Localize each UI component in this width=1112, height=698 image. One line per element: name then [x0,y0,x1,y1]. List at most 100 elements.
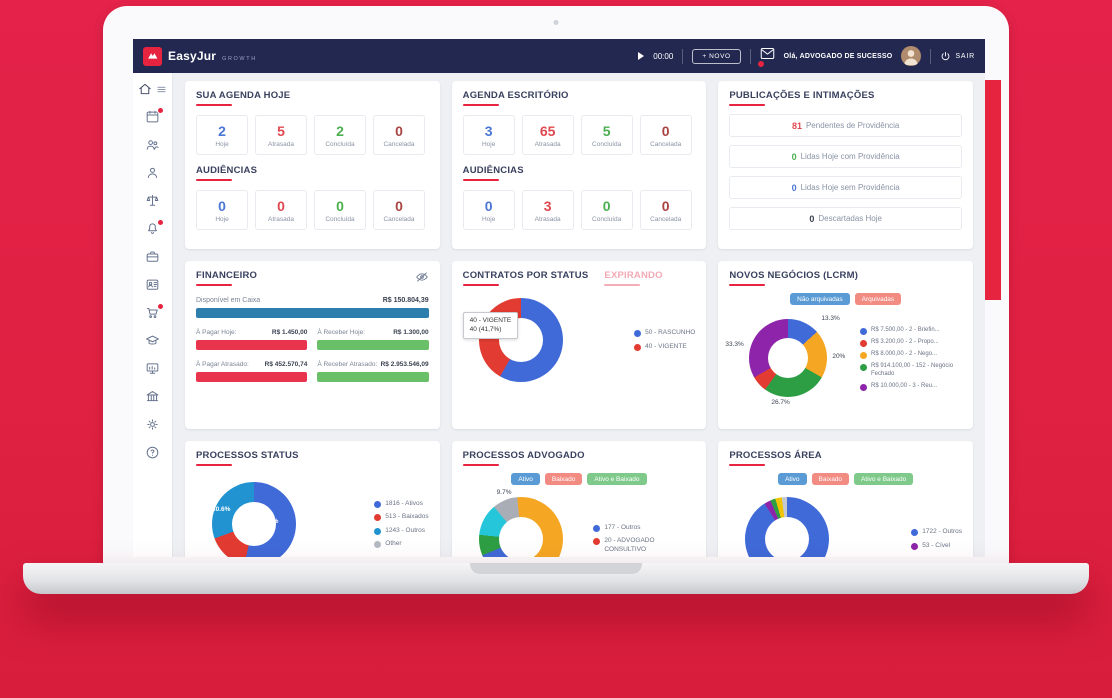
new-button[interactable]: + NOVO [692,48,741,64]
filter-baixado[interactable]: Baixado [811,473,850,485]
legend-label: Other [385,539,402,547]
stat-hoje[interactable]: 3 Hoje [462,115,515,155]
divider [682,48,684,64]
stat-cancelada[interactable]: 0 Cancelada [639,190,692,230]
stat-atrasada[interactable]: 5 Atrasada [255,115,307,155]
pub-row-descartadas[interactable]: 0 Descartadas Hoje [729,207,962,230]
notification-badge [756,60,765,68]
processos-advogado-donut-chart[interactable] [478,497,563,557]
card-processos-advogado: PROCESSOS ADVOGADO Ativo Baixado Ativo e… [451,441,707,557]
sidebar-item-ajuda[interactable] [145,445,160,460]
stat-concluida[interactable]: 0 Concluída [314,190,366,230]
sidebar-item-agenda[interactable] [145,107,164,124]
filter-nao-arquivadas[interactable]: Não arquivadas [790,293,850,305]
legend-dot [911,529,919,537]
stat-concluida[interactable]: 5 Concluída [580,115,633,155]
sidebar-item-alertas[interactable] [145,219,164,236]
sidebar-item-clientes[interactable] [145,165,160,180]
filter-ativo-baixado[interactable]: Ativo e Baixado [854,473,914,485]
tab-expirando[interactable]: EXPIRANDO [604,270,662,286]
card-title: PROCESSOS ÁREA [729,450,822,461]
stat-label: Hoje [481,140,496,148]
brand-name: EasyJur [168,49,217,63]
play-timer-button[interactable] [638,52,645,60]
stat-value: 0 [277,197,285,214]
stat-hoje[interactable]: 0 Hoje [462,190,515,230]
stat-concluida[interactable]: 2 Concluída [314,115,366,155]
stat-atrasada[interactable]: 65 Atrasada [521,115,574,155]
pub-row-lidas-com[interactable]: 0 Lidas Hoje com Providência [729,145,962,168]
processos-status-donut-chart[interactable] [212,482,296,557]
legend-dot [860,328,867,336]
stat-label: Atrasada [534,215,561,223]
stat-label: Concluída [592,215,622,223]
legend-item: 1816 - Ativos [374,500,428,508]
filter-ativo[interactable]: Ativo [778,473,807,485]
navbar-right-group: 00:00 + NOVO Olá, ADVOGADO DE SUCESSO [638,46,975,68]
legend-dot [374,514,382,522]
sidebar-item-tribunais[interactable] [145,389,160,404]
novos-chart-body: 13.3% 20% 26.7% 33.3% R$ 7.500,00 - 2 - … [725,309,962,409]
legend-label: 1722 - Outros [922,528,962,536]
avatar[interactable] [901,46,922,66]
scrollbar-thumb[interactable] [985,80,1001,300]
pub-row-lidas-sem[interactable]: 0 Lidas Hoje sem Providência [729,176,962,199]
sidebar-item-configuracoes[interactable] [145,417,160,432]
legend-dot [374,540,382,548]
processos-area-donut-chart[interactable] [745,497,830,557]
audiencias-stats: 0 Hoje 3 Atrasada 0 Concluída 0 [462,190,696,230]
divider [930,48,932,64]
logout-button[interactable]: SAIR [940,51,975,62]
legend-label: 50 - RASCUNHO [645,329,696,337]
filter-ativo-baixado[interactable]: Ativo e Baixado [587,473,647,485]
receber-atrasado-bar [317,372,429,382]
filter-ativo[interactable]: Ativo [511,473,540,485]
sidebar-item-academia[interactable] [145,333,160,348]
filter-baixado[interactable]: Baixado [544,473,583,485]
donut-hole [498,517,543,557]
pagar-hoje-bar [196,340,308,350]
filter-arquivadas[interactable]: Arquivadas [854,293,902,305]
card-title: PUBLICAÇÕES E INTIMAÇÕES [729,90,875,101]
sidebar-item-processos[interactable] [145,193,160,208]
toggle-values-visibility-button[interactable] [415,270,429,284]
stat-atrasada[interactable]: 0 Atrasada [255,190,307,230]
receber-hoje-bar [317,340,429,350]
stat-hoje[interactable]: 0 Hoje [196,190,248,230]
user-greeting: Olá, ADVOGADO DE SUCESSO [783,52,893,60]
sidebar-item-compras[interactable] [145,303,164,320]
card-contratos-status: CONTRATOS POR STATUS EXPIRANDO [451,261,707,429]
atrasado-row: À Pagar Atrasado: R$ 452.570,74 À Recebe… [196,361,429,382]
stat-cancelada[interactable]: 0 Cancelada [639,115,692,155]
contratos-donut-chart[interactable] [478,298,563,382]
pagar-atrasado-value: R$ 452.570,74 [264,361,308,368]
easyjur-logo[interactable] [143,46,162,66]
processos-status-donut-wrap: 53.8% 30.6% [196,474,322,557]
legend-item: R$ 8.000,00 - 2 - Nego... [860,351,962,360]
sidebar-item-home[interactable] [138,82,152,96]
novos-donut-chart[interactable] [749,319,828,397]
tab-contratos-status[interactable]: CONTRATOS POR STATUS [462,270,589,286]
stat-concluida[interactable]: 0 Concluída [580,190,633,230]
receber-atrasado-label: À Receber Atrasado: [317,361,378,368]
pub-row-pendentes[interactable]: 81 Pendentes de Providência [729,114,962,137]
title-underline [196,104,232,106]
stat-cancelada[interactable]: 0 Cancelada [373,115,425,155]
timer-value: 00:00 [653,51,674,61]
sidebar-item-casos[interactable] [145,249,160,264]
agenda-stats: 3 Hoje 65 Atrasada 5 Concluída 0 [462,115,696,155]
sidebar-collapse-toggle[interactable] [156,84,167,95]
stat-hoje[interactable]: 2 Hoje [196,115,248,155]
stat-value: 0 [336,197,344,214]
legend-label: R$ 3.200,00 - 2 - Propo... [871,339,939,346]
stat-atrasada[interactable]: 3 Atrasada [521,190,574,230]
legend-label: 40 - VIGENTE [645,342,687,350]
card-financeiro: FINANCEIRO Disponível em Caixa R$ 150.80… [185,261,440,429]
sidebar-item-contatos[interactable] [145,277,160,292]
sidebar-item-equipe[interactable] [145,137,160,152]
card-sua-agenda-hoje: SUA AGENDA HOJE 2 Hoje 5 Atrasada 2 [185,81,440,249]
stat-cancelada[interactable]: 0 Cancelada [373,190,425,230]
inbox-button[interactable] [756,47,775,68]
sidebar-item-relatorios[interactable] [145,361,160,376]
stat-value: 0 [395,122,403,139]
